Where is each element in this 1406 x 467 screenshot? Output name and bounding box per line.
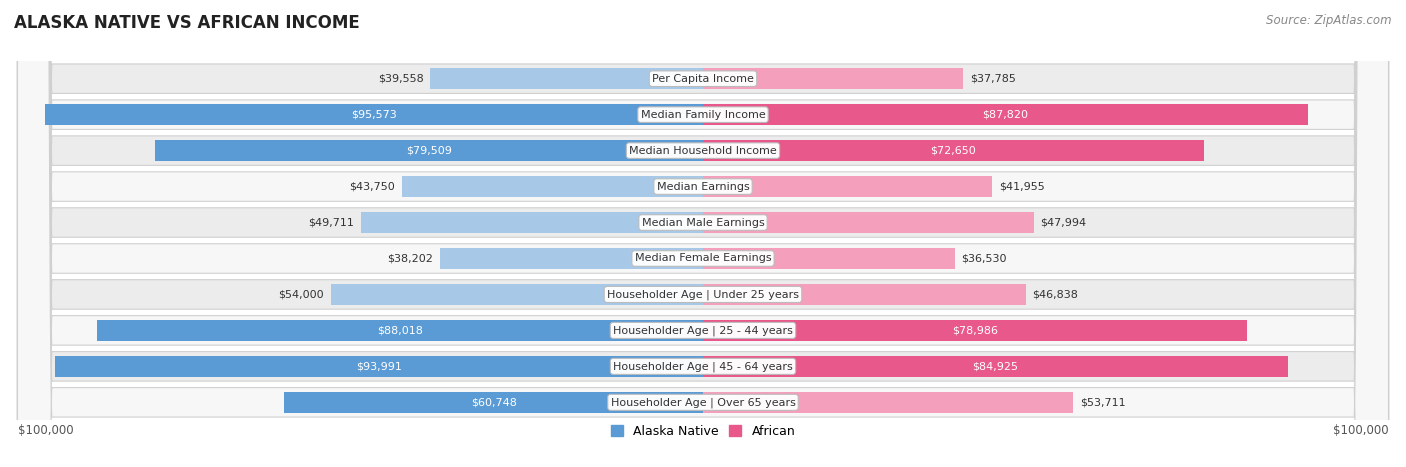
Text: $60,748: $60,748 (471, 397, 516, 407)
Bar (155, 140, 703, 161)
Legend: Alaska Native, African: Alaska Native, African (606, 420, 800, 443)
Text: $41,955: $41,955 (998, 182, 1045, 191)
FancyBboxPatch shape (17, 0, 1389, 467)
Text: $87,820: $87,820 (983, 110, 1029, 120)
Bar (703, 176, 993, 197)
Text: $84,925: $84,925 (973, 361, 1018, 371)
Bar (330, 284, 703, 305)
FancyBboxPatch shape (17, 0, 1389, 467)
Text: Median Female Earnings: Median Female Earnings (634, 254, 772, 263)
Text: $93,991: $93,991 (356, 361, 402, 371)
Bar (703, 104, 1308, 125)
FancyBboxPatch shape (17, 0, 1389, 467)
Bar (284, 392, 703, 413)
Bar (703, 320, 1247, 341)
FancyBboxPatch shape (17, 0, 1389, 467)
Bar (703, 248, 955, 269)
Text: Median Family Income: Median Family Income (641, 110, 765, 120)
Text: $100,000: $100,000 (17, 424, 73, 437)
Bar (360, 212, 703, 233)
Bar (430, 68, 703, 89)
FancyBboxPatch shape (17, 0, 1389, 467)
Text: $38,202: $38,202 (387, 254, 433, 263)
Text: Source: ZipAtlas.com: Source: ZipAtlas.com (1267, 14, 1392, 27)
Text: Householder Age | 45 - 64 years: Householder Age | 45 - 64 years (613, 361, 793, 372)
FancyBboxPatch shape (17, 0, 1389, 467)
Bar (440, 248, 703, 269)
Text: $49,711: $49,711 (308, 218, 354, 227)
Bar (703, 212, 1033, 233)
Text: $54,000: $54,000 (278, 290, 323, 299)
Bar (703, 392, 1073, 413)
Bar (703, 140, 1204, 161)
FancyBboxPatch shape (17, 0, 1389, 467)
Text: $100,000: $100,000 (1333, 424, 1389, 437)
Bar (703, 68, 963, 89)
Text: ALASKA NATIVE VS AFRICAN INCOME: ALASKA NATIVE VS AFRICAN INCOME (14, 14, 360, 32)
Text: Householder Age | 25 - 44 years: Householder Age | 25 - 44 years (613, 325, 793, 336)
Text: $95,573: $95,573 (352, 110, 396, 120)
Text: $39,558: $39,558 (378, 74, 423, 84)
Text: $43,750: $43,750 (349, 182, 395, 191)
Bar (97, 320, 703, 341)
Text: $36,530: $36,530 (962, 254, 1007, 263)
FancyBboxPatch shape (17, 0, 1389, 467)
Text: Householder Age | Over 65 years: Householder Age | Over 65 years (610, 397, 796, 408)
Text: Median Household Income: Median Household Income (628, 146, 778, 156)
FancyBboxPatch shape (17, 0, 1389, 467)
Text: $47,994: $47,994 (1040, 218, 1087, 227)
Text: $88,018: $88,018 (377, 325, 423, 335)
Text: $78,986: $78,986 (952, 325, 998, 335)
Bar (703, 356, 1288, 377)
Text: $53,711: $53,711 (1080, 397, 1126, 407)
Text: Median Male Earnings: Median Male Earnings (641, 218, 765, 227)
Text: Householder Age | Under 25 years: Householder Age | Under 25 years (607, 289, 799, 300)
Text: $37,785: $37,785 (970, 74, 1017, 84)
Text: $79,509: $79,509 (406, 146, 453, 156)
Bar (55, 356, 703, 377)
Bar (402, 176, 703, 197)
Text: Per Capita Income: Per Capita Income (652, 74, 754, 84)
Text: Median Earnings: Median Earnings (657, 182, 749, 191)
Text: $72,650: $72,650 (931, 146, 976, 156)
Bar (703, 284, 1026, 305)
Bar (45, 104, 703, 125)
FancyBboxPatch shape (17, 0, 1389, 467)
Text: $46,838: $46,838 (1032, 290, 1078, 299)
